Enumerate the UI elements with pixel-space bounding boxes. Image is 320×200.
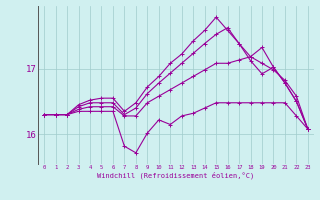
X-axis label: Windchill (Refroidissement éolien,°C): Windchill (Refroidissement éolien,°C) <box>97 172 255 179</box>
